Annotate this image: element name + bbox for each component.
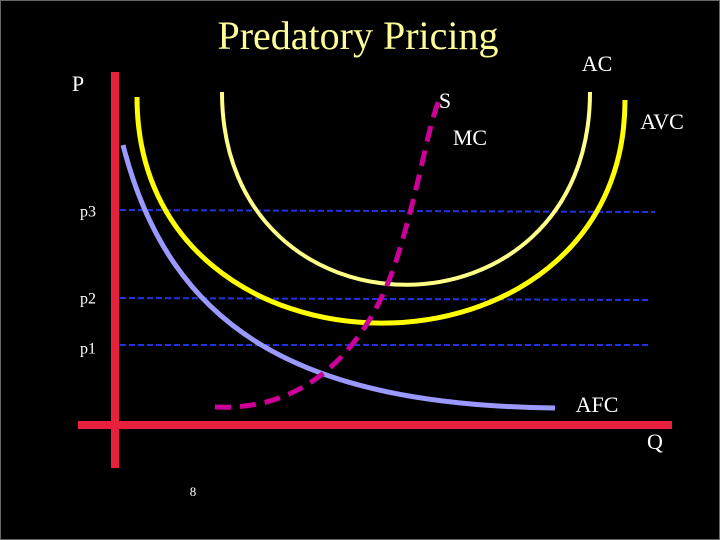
curve-label: MC [453,125,487,150]
price-line [119,209,656,213]
afc-curve [120,144,556,411]
price-label: p3 [80,204,96,221]
curve-label: S [439,88,451,113]
slide-number: 8 [190,484,197,499]
avc-curve [134,96,628,326]
y-axis-label: P [72,71,84,96]
price-label: p1 [80,341,96,358]
curve-label: AFC [576,392,619,417]
ac-curve [220,91,592,287]
price-label: p2 [80,291,96,308]
title: Predatory Pricing [217,13,498,58]
mc-curve [214,96,443,410]
curve-label: AVC [640,109,684,134]
x-axis-label: Q [647,429,663,454]
price-line [119,297,651,301]
curve-label: AC [582,51,613,76]
